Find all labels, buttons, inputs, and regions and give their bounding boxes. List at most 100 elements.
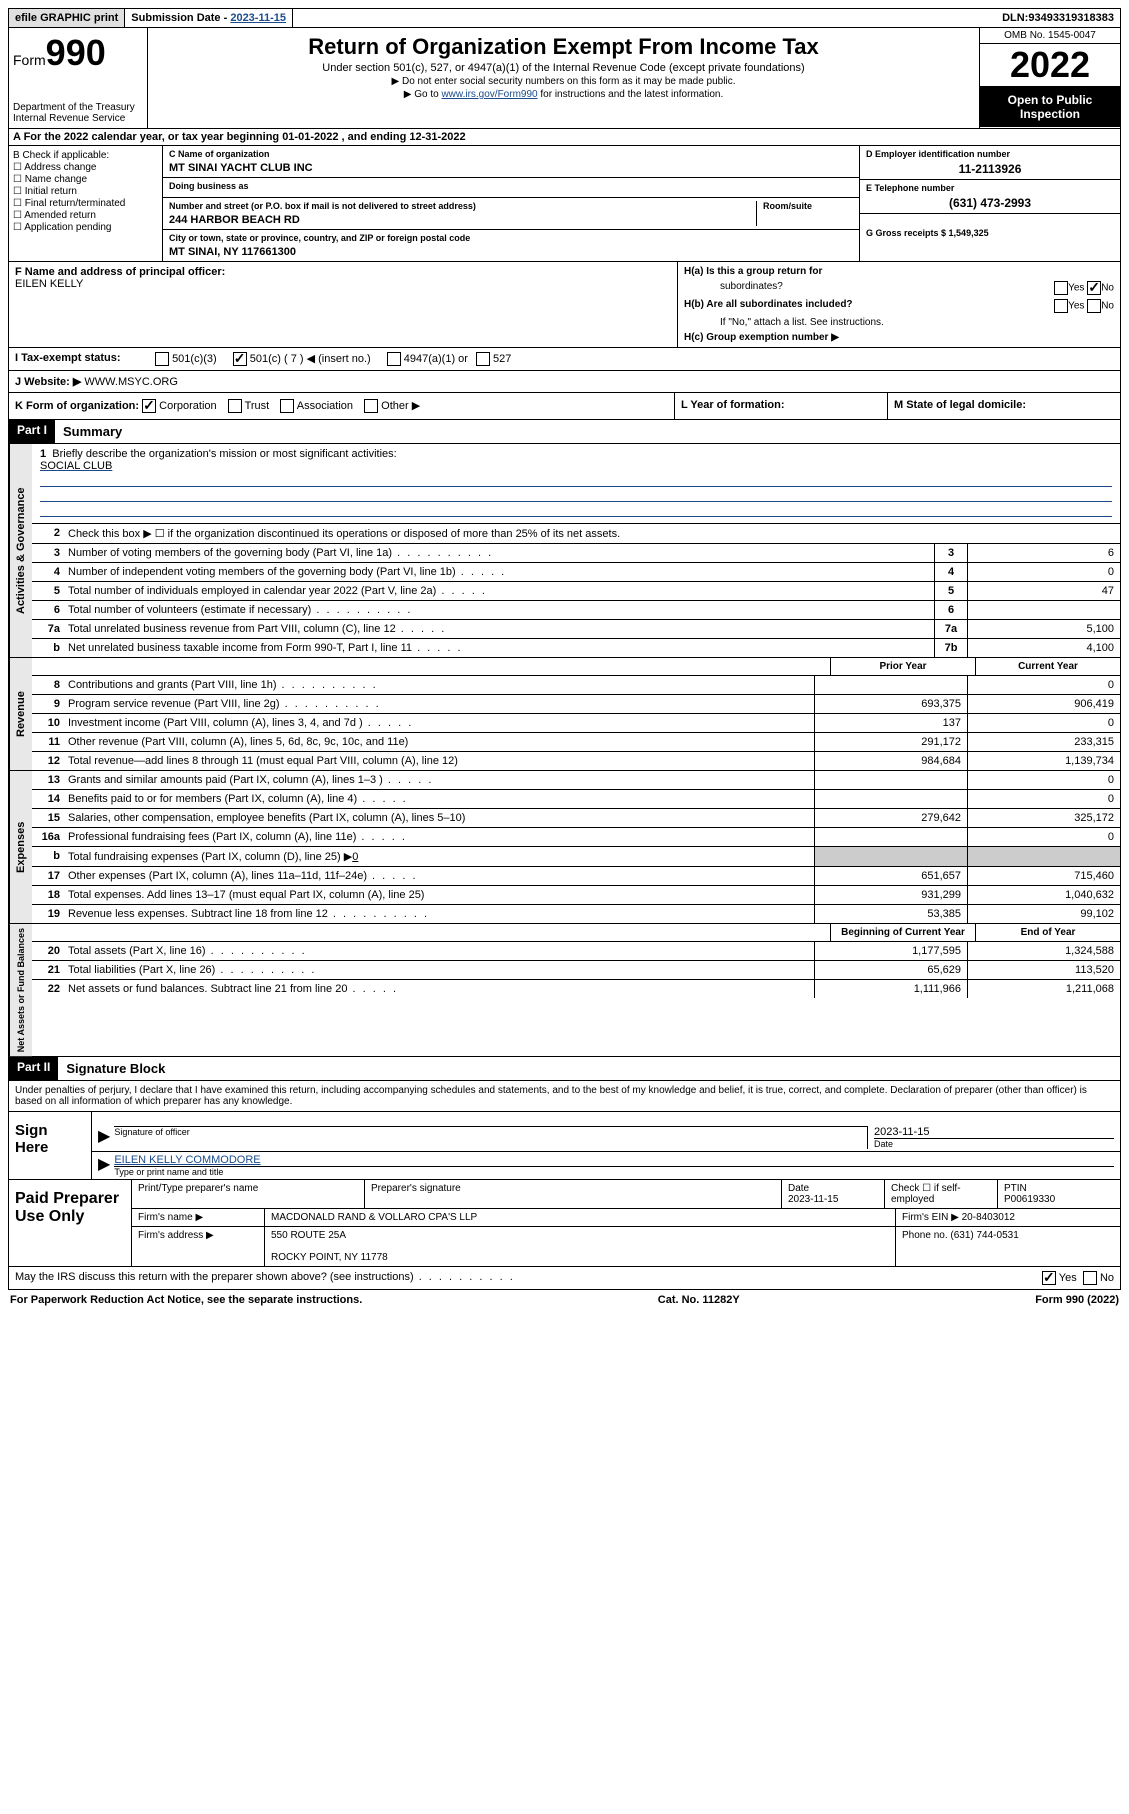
ha-yes: Yes (1068, 283, 1084, 294)
chk-527[interactable] (476, 352, 490, 366)
prep-firm-val: MACDONALD RAND & VOLLARO CPA'S LLP (265, 1209, 896, 1226)
hdr-prior: Prior Year (830, 658, 975, 675)
prep-ein-val: 20-8403012 (962, 1212, 1015, 1223)
prep-addr2: ROCKY POINT, NY 11778 (271, 1252, 388, 1263)
sign-here-row: Sign Here ▶ Signature of officer 2023-11… (8, 1112, 1121, 1180)
dba-cell: Doing business as (163, 178, 859, 198)
chk-501c[interactable] (233, 352, 247, 366)
l13-desc: Grants and similar amounts paid (Part IX… (64, 771, 814, 789)
section-revenue: Revenue Prior YearCurrent Year 8Contribu… (8, 658, 1121, 771)
form-num-big: 990 (46, 32, 106, 73)
l7a-desc: Total unrelated business revenue from Pa… (64, 620, 934, 638)
chk-corp[interactable] (142, 399, 156, 413)
ha-no-chk[interactable] (1087, 281, 1101, 295)
l5-desc: Total number of individuals employed in … (64, 582, 934, 600)
note2-pre: ▶ Go to (404, 89, 442, 100)
chk-app-pending[interactable]: ☐ Application pending (13, 222, 158, 233)
submission-date-link[interactable]: 2023-11-15 (230, 12, 286, 24)
l14-curr: 0 (967, 790, 1120, 808)
l19-curr: 99,102 (967, 905, 1120, 923)
prep-ein-lbl: Firm's EIN ▶ (902, 1212, 962, 1223)
l17-prior: 651,657 (814, 867, 967, 885)
efile-print-button[interactable]: efile GRAPHIC print (9, 9, 125, 27)
section-expenses: Expenses 13Grants and similar amounts pa… (8, 771, 1121, 924)
l20-begin: 1,177,595 (814, 942, 967, 960)
top-bar: efile GRAPHIC print Submission Date - 20… (8, 8, 1121, 28)
l9-prior: 693,375 (814, 695, 967, 713)
l10-curr: 0 (967, 714, 1120, 732)
chk-assoc[interactable] (280, 399, 294, 413)
colb-label: B Check if applicable: (13, 150, 109, 161)
l15-desc: Salaries, other compensation, employee b… (64, 809, 814, 827)
note-link-line: ▶ Go to www.irs.gov/Form990 for instruct… (158, 89, 969, 100)
l9-desc: Program service revenue (Part VIII, line… (64, 695, 814, 713)
sig-name-link[interactable]: EILEN KELLY COMMODORE (114, 1154, 260, 1166)
chk-trust[interactable] (228, 399, 242, 413)
l19-desc: Revenue less expenses. Subtract line 18 … (64, 905, 814, 923)
hb-yes-chk[interactable] (1054, 299, 1068, 313)
form-subtitle: Under section 501(c), 527, or 4947(a)(1)… (158, 62, 969, 74)
l14-prior (814, 790, 967, 808)
l16a-prior (814, 828, 967, 846)
l20-desc: Total assets (Part X, line 16) (64, 942, 814, 960)
chk-4947[interactable] (387, 352, 401, 366)
prep-phone-lbl: Phone no. (902, 1230, 950, 1241)
chk-address-change[interactable]: ☐ Address change (13, 162, 158, 173)
l1-desc: Briefly describe the organization's miss… (52, 448, 396, 460)
chk-501c3[interactable] (155, 352, 169, 366)
l6-desc: Total number of volunteers (estimate if … (64, 601, 934, 619)
ha-yes-chk[interactable] (1054, 281, 1068, 295)
l12-prior: 984,684 (814, 752, 967, 770)
l3-desc: Number of voting members of the governin… (64, 544, 934, 562)
paid-preparer-row: Paid Preparer Use Only Print/Type prepar… (8, 1180, 1121, 1267)
prep-col-name: Print/Type preparer's name (132, 1180, 365, 1208)
year-formation: L Year of formation: (675, 393, 888, 419)
hdr-current: Current Year (975, 658, 1120, 675)
l6-val (967, 601, 1120, 619)
irs-link[interactable]: www.irs.gov/Form990 (441, 89, 537, 100)
website-val: WWW.MSYC.ORG (84, 376, 178, 388)
prep-addr-lbl: Firm's address ▶ (132, 1227, 265, 1266)
prep-firm-lbl: Firm's name ▶ (132, 1209, 265, 1226)
l21-desc: Total liabilities (Part X, line 26) (64, 961, 814, 979)
perjury-declaration: Under penalties of perjury, I declare th… (8, 1081, 1121, 1112)
section-bcd: B Check if applicable: ☐ Address change … (8, 146, 1121, 262)
chk-text-4: Amended return (24, 210, 96, 221)
chk-initial-return[interactable]: ☐ Initial return (13, 186, 158, 197)
col-c: C Name of organization MT SINAI YACHT CL… (163, 146, 1120, 261)
l16b-shade1 (814, 847, 967, 866)
opt-501c: 501(c) ( 7 ) ◀ (insert no.) (250, 353, 371, 365)
discuss-no: No (1100, 1272, 1114, 1284)
l21-begin: 65,629 (814, 961, 967, 979)
l13-prior (814, 771, 967, 789)
l5-val: 47 (967, 582, 1120, 600)
l17-desc: Other expenses (Part IX, column (A), lin… (64, 867, 814, 885)
sig-date-lbl: Date (874, 1138, 1114, 1149)
row-a-taxyear: A For the 2022 calendar year, or tax yea… (8, 129, 1121, 146)
prep-addr1: 550 ROUTE 25A (271, 1230, 346, 1241)
hb-no-chk[interactable] (1087, 299, 1101, 313)
chk-amended[interactable]: ☐ Amended return (13, 210, 158, 221)
tel-val: (631) 473-2993 (866, 196, 1114, 210)
footer-right: Form 990 (2022) (1035, 1294, 1119, 1306)
chk-text-3: Final return/terminated (25, 198, 126, 209)
header-right: OMB No. 1545-0047 2022 Open to Public In… (979, 28, 1120, 128)
l18-curr: 1,040,632 (967, 886, 1120, 904)
discuss-no-chk[interactable] (1083, 1271, 1097, 1285)
discuss-yes-chk[interactable] (1042, 1271, 1056, 1285)
arrow-icon-2: ▶ (98, 1154, 110, 1177)
state-domicile: M State of legal domicile: (888, 393, 1120, 419)
l12-desc: Total revenue—add lines 8 through 11 (mu… (64, 752, 814, 770)
part2-header-row: Part II Signature Block (8, 1057, 1121, 1081)
section-governance: Activities & Governance 1 Briefly descri… (8, 444, 1121, 658)
irs-discuss-row: May the IRS discuss this return with the… (8, 1267, 1121, 1290)
l11-prior: 291,172 (814, 733, 967, 751)
section-netassets: Net Assets or Fund Balances Beginning of… (8, 924, 1121, 1057)
officer-lbl: F Name and address of principal officer: (15, 266, 225, 278)
arrow-icon: ▶ (98, 1126, 110, 1149)
sig-officer-lbl: Signature of officer (114, 1126, 867, 1137)
chk-final-return[interactable]: ☐ Final return/terminated (13, 198, 158, 209)
chk-other[interactable] (364, 399, 378, 413)
city-val: MT SINAI, NY 117661300 (169, 246, 853, 258)
chk-name-change[interactable]: ☐ Name change (13, 174, 158, 185)
